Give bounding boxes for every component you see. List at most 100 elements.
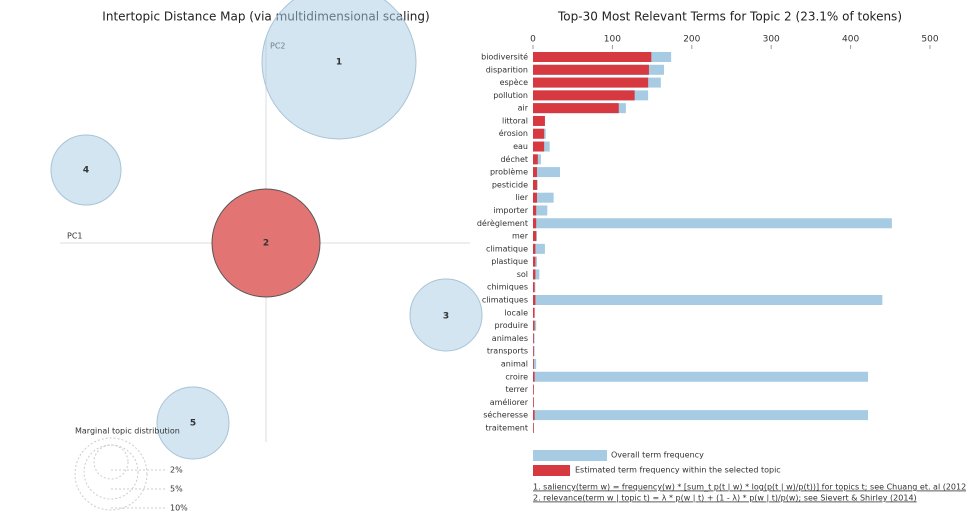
term-label: dérèglement <box>477 218 528 228</box>
term-label: sol <box>517 270 528 279</box>
legend-label: Overall term frequency <box>611 451 704 460</box>
term-label: climatiques <box>482 296 528 305</box>
term-label: importer <box>493 206 528 215</box>
topic-bubble[interactable] <box>156 386 230 460</box>
bar <box>533 192 554 203</box>
footnote: 2. relevance(term w | topic t) = λ * p(w… <box>533 494 917 503</box>
topic-bubble[interactable] <box>261 0 417 140</box>
term-label: pesticide <box>492 180 528 189</box>
term-label: transports <box>487 347 528 356</box>
bar <box>533 192 537 203</box>
term-label: biodiversité <box>481 52 528 62</box>
bar <box>533 410 535 421</box>
bar <box>533 115 545 126</box>
term-label: locale <box>504 308 528 317</box>
term-label: sécheresse <box>483 410 528 420</box>
term-label: croire <box>505 372 528 381</box>
x-tick-label: 200 <box>683 35 700 45</box>
term-label: produire <box>495 321 529 330</box>
bar <box>533 52 652 62</box>
marginal-title: Marginal topic distribution <box>75 427 180 436</box>
topic-label: 2 <box>263 239 269 249</box>
bar <box>533 371 869 382</box>
term-label: disparition <box>486 65 528 74</box>
term-label: lier <box>515 193 528 202</box>
term-label: terrer <box>505 385 528 394</box>
topic-label: 1 <box>336 58 342 68</box>
term-label: déchet <box>500 154 528 164</box>
x-tick-label: 300 <box>763 35 780 45</box>
x-tick-label: 100 <box>604 35 621 45</box>
bar <box>533 307 535 318</box>
bar <box>533 422 534 433</box>
term-label: chimiques <box>487 283 528 292</box>
legend-swatch <box>533 465 570 476</box>
bar <box>533 269 536 280</box>
bar <box>533 167 560 178</box>
topic-bubble[interactable] <box>50 134 122 206</box>
bar <box>533 256 536 267</box>
bar <box>533 410 869 421</box>
bar <box>533 371 535 382</box>
bar <box>533 77 649 88</box>
topic-label: 3 <box>443 312 449 322</box>
term-label: littoral <box>502 116 528 125</box>
bar-title: Top-30 Most Relevant Terms for Topic 2 (… <box>557 10 902 24</box>
pc1-label: PC1 <box>67 232 83 241</box>
term-label: eau <box>513 142 528 151</box>
bar <box>533 320 535 331</box>
marginal-label: 5% <box>170 485 183 494</box>
bar <box>533 397 534 408</box>
term-label: animales <box>492 334 528 343</box>
marginal-label: 10% <box>170 504 188 513</box>
marginal-legend <box>74 437 165 511</box>
bar <box>533 128 545 139</box>
bar <box>533 179 537 190</box>
term-label: mer <box>512 232 529 241</box>
bar <box>533 167 537 178</box>
x-tick-label: 500 <box>921 35 938 45</box>
x-tick-label: 0 <box>530 35 536 45</box>
footnote: 1. saliency(term w) = frequency(w) * [su… <box>533 483 966 492</box>
term-label: air <box>518 104 529 113</box>
term-label: espèce <box>500 77 528 87</box>
topic-bubble[interactable] <box>409 278 483 352</box>
bar <box>533 141 545 152</box>
term-label: climatique <box>486 244 528 253</box>
bar <box>533 154 538 165</box>
term-label: traitement <box>485 423 528 432</box>
bar <box>533 218 892 229</box>
term-label: plastique <box>491 257 528 266</box>
term-label: améliorer <box>490 397 529 407</box>
bar <box>533 358 537 369</box>
bar <box>533 282 535 293</box>
bar <box>533 358 534 369</box>
term-label: animal <box>501 359 528 368</box>
bar <box>533 269 540 280</box>
legend-swatch <box>533 450 607 461</box>
term-label: problème <box>490 167 528 177</box>
bar <box>533 90 635 101</box>
bar <box>533 64 649 75</box>
marginal-label: 2% <box>170 466 183 475</box>
bar <box>533 205 548 216</box>
bar <box>533 384 534 395</box>
bar <box>533 333 534 344</box>
bar <box>533 231 537 242</box>
term-label: érosion <box>499 128 528 138</box>
bar <box>533 295 536 306</box>
legend-label: Estimated term frequency within the sele… <box>575 466 781 475</box>
topic-label: 5 <box>190 419 196 429</box>
topic-bubble[interactable] <box>211 188 321 298</box>
bar <box>533 218 537 229</box>
topic-label: 4 <box>83 166 89 176</box>
bar <box>533 103 619 114</box>
bar <box>533 346 534 357</box>
bar <box>533 205 537 216</box>
bar <box>533 243 536 254</box>
bar <box>533 243 545 254</box>
term-label: pollution <box>493 91 528 100</box>
x-tick-label: 400 <box>842 35 859 45</box>
bar <box>533 295 883 306</box>
